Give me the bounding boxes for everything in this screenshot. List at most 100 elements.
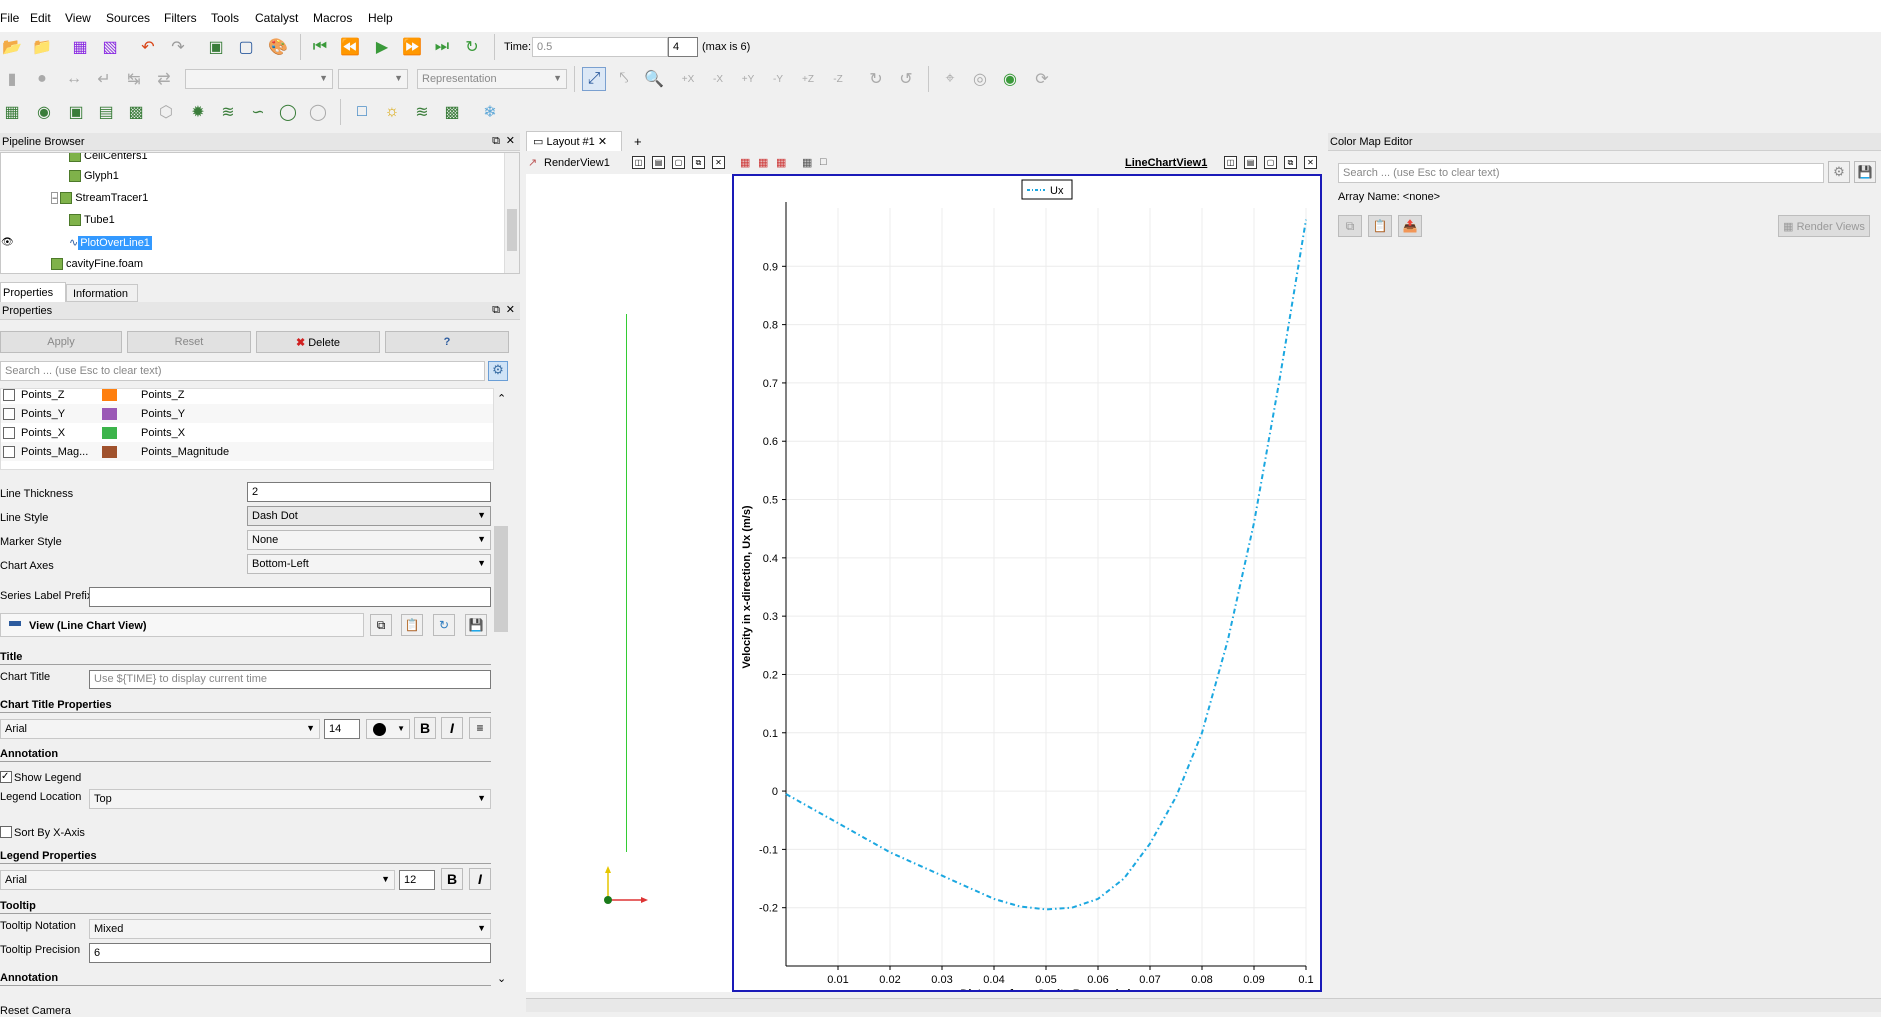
- sort-x-axis-checkbox[interactable]: [0, 826, 12, 838]
- slice-icon[interactable]: ▤: [98, 104, 114, 121]
- center-axes-icon[interactable]: ◎: [973, 71, 987, 88]
- pipeline-item-tube[interactable]: Tube1: [69, 214, 115, 227]
- float-icon[interactable]: ⧉: [492, 304, 500, 316]
- bold-icon[interactable]: B: [414, 717, 436, 739]
- glyph-icon[interactable]: ✹: [191, 104, 205, 121]
- camera-redo-icon[interactable]: ▢: [238, 39, 254, 56]
- series-visibility-checkbox[interactable]: [3, 427, 15, 439]
- colormap-gear-icon[interactable]: ⚙: [1828, 161, 1850, 183]
- axes-grid-icon[interactable]: ⌖: [945, 70, 955, 87]
- restore-icon[interactable]: ⧉: [1284, 156, 1297, 169]
- rotate-plus90-icon[interactable]: ↻: [869, 71, 883, 88]
- line-chart-view[interactable]: -0.2 -0.1 0 0.1 0.2 0.3 0.4 0.5 0.6 0.7 0.8 0.9 0.01…: [732, 174, 1322, 992]
- colormap-save-icon[interactable]: 💾: [1854, 161, 1876, 183]
- reset-center-icon[interactable]: ⟳: [1035, 71, 1049, 88]
- view-plus-x-icon[interactable]: +X: [681, 73, 695, 85]
- series-visibility-checkbox[interactable]: [3, 408, 15, 420]
- series-color-swatch[interactable]: [102, 446, 117, 458]
- restore-icon[interactable]: ⧉: [692, 156, 705, 169]
- menu-filters[interactable]: Filters: [164, 11, 197, 25]
- align-icon[interactable]: ≡: [469, 717, 491, 739]
- time-value-input[interactable]: 0.5: [532, 37, 668, 57]
- loop-icon[interactable]: ↻: [465, 39, 479, 56]
- marker-style-select[interactable]: None ▼: [247, 530, 491, 550]
- series-row[interactable]: Points_Y Points_Y: [1, 404, 493, 423]
- menu-view[interactable]: View: [65, 11, 91, 25]
- pipeline-scrollbar[interactable]: [504, 153, 519, 273]
- series-label-prefix-input[interactable]: [89, 587, 491, 607]
- pipeline-item-streamtracer[interactable]: − StreamTracer1: [51, 192, 149, 205]
- close-view-icon[interactable]: ✕: [1304, 156, 1317, 169]
- redo-icon[interactable]: ↷: [171, 39, 185, 56]
- legend-font-select[interactable]: Arial ▼: [0, 870, 395, 890]
- series-color-swatch[interactable]: [102, 427, 117, 439]
- render-views-button[interactable]: ▦ Render Views: [1778, 215, 1870, 237]
- pipeline-item-cavityfine[interactable]: cavityFine.foam: [51, 258, 143, 271]
- line-thickness-spinbox[interactable]: 2: [247, 482, 491, 502]
- series-legend-name[interactable]: Points_Magnitude: [141, 446, 230, 458]
- legend-size-spinbox[interactable]: 12: [399, 870, 435, 890]
- tooltip-notation-select[interactable]: Mixed ▼: [89, 919, 491, 939]
- series-scroll-up-icon[interactable]: ⌃: [497, 393, 507, 405]
- menu-macros[interactable]: Macros: [313, 11, 353, 25]
- help-button[interactable]: ?: [385, 331, 509, 353]
- properties-search-input[interactable]: Search ... (use Esc to clear text): [0, 361, 485, 381]
- close-view-icon[interactable]: ✕: [712, 156, 725, 169]
- edit-colormap-icon[interactable]: ●: [37, 70, 47, 87]
- series-color-swatch[interactable]: [102, 389, 117, 401]
- chart-title-input[interactable]: Use ${TIME} to display current time: [89, 670, 491, 689]
- contour-icon[interactable]: ◉: [37, 104, 51, 121]
- legend-italic-icon[interactable]: I: [469, 868, 491, 890]
- pipeline-item-cellcenters[interactable]: CellCenters1: [69, 153, 148, 163]
- chart-axes-select[interactable]: Bottom-Left ▼: [247, 554, 491, 574]
- rotate-minus90-icon[interactable]: ↺: [899, 71, 913, 88]
- paste-icon[interactable]: 📋: [401, 614, 423, 636]
- copy-icon[interactable]: ⧉: [370, 614, 392, 636]
- series-row[interactable]: Points_X Points_X: [1, 423, 493, 442]
- menu-tools[interactable]: Tools: [211, 11, 240, 25]
- select-cells-view-icon[interactable]: ▦: [758, 157, 769, 169]
- play-icon[interactable]: ▶: [375, 39, 389, 56]
- tab-information[interactable]: Information: [66, 284, 138, 302]
- view-minus-z-icon[interactable]: -Z: [833, 73, 843, 85]
- advanced-gear-icon[interactable]: ⚙: [488, 361, 508, 381]
- view-minus-x-icon[interactable]: -X: [713, 73, 723, 85]
- representation-select[interactable]: Representation ▼: [417, 69, 567, 89]
- menu-help[interactable]: Help: [368, 11, 393, 25]
- stream-tracer-icon[interactable]: ≋: [221, 104, 235, 121]
- tooltip-precision-input[interactable]: 6: [89, 943, 491, 963]
- last-frame-icon[interactable]: ⏭: [434, 38, 450, 55]
- colormap-paste-icon[interactable]: 📋: [1368, 215, 1392, 237]
- close-tab-icon[interactable]: ✕: [597, 136, 608, 148]
- eye-icon[interactable]: 👁: [1, 237, 14, 248]
- undo-icon[interactable]: ↶: [141, 39, 155, 56]
- split-vertical-icon[interactable]: ▤: [1244, 156, 1257, 169]
- select-cells-icon[interactable]: □: [357, 103, 367, 120]
- menu-file[interactable]: File: [0, 11, 20, 25]
- clear-selection-icon[interactable]: □: [820, 156, 827, 168]
- layout-tab[interactable]: ▭ Layout #1 ✕: [526, 131, 622, 151]
- delete-button[interactable]: ✖ Delete: [256, 331, 380, 353]
- line-style-select[interactable]: Dash Dot ▼: [247, 506, 491, 526]
- menu-edit[interactable]: Edit: [30, 11, 51, 25]
- series-legend-name[interactable]: Points_X: [141, 427, 186, 439]
- series-visibility-checkbox[interactable]: [3, 389, 15, 401]
- menu-catalyst[interactable]: Catalyst: [255, 11, 299, 25]
- reset-camera-icon[interactable]: ⤢: [582, 67, 606, 91]
- clip-icon[interactable]: ▣: [68, 104, 84, 121]
- scroll-down-icon[interactable]: ⌄: [497, 973, 507, 985]
- disconnect-icon[interactable]: ▧: [102, 39, 118, 56]
- component-select[interactable]: ▼: [338, 69, 408, 89]
- select-points-icon[interactable]: ▦: [740, 157, 751, 169]
- split-horizontal-icon[interactable]: ◫: [632, 156, 645, 169]
- time-step-spinbox[interactable]: 4: [668, 37, 698, 57]
- extract-subset-icon[interactable]: ⬡: [159, 104, 173, 121]
- split-vertical-icon[interactable]: ▤: [652, 156, 665, 169]
- add-layout-tab[interactable]: +: [634, 134, 642, 149]
- chart-title-color-button[interactable]: ▼: [366, 719, 410, 739]
- pick-center-icon[interactable]: ◉: [1003, 71, 1017, 88]
- render-view[interactable]: [526, 174, 732, 992]
- series-row[interactable]: Points_Mag... Points_Magnitude: [1, 442, 493, 461]
- chart-title-font-select[interactable]: Arial ▼: [0, 719, 320, 739]
- close-icon[interactable]: ✕: [505, 304, 515, 316]
